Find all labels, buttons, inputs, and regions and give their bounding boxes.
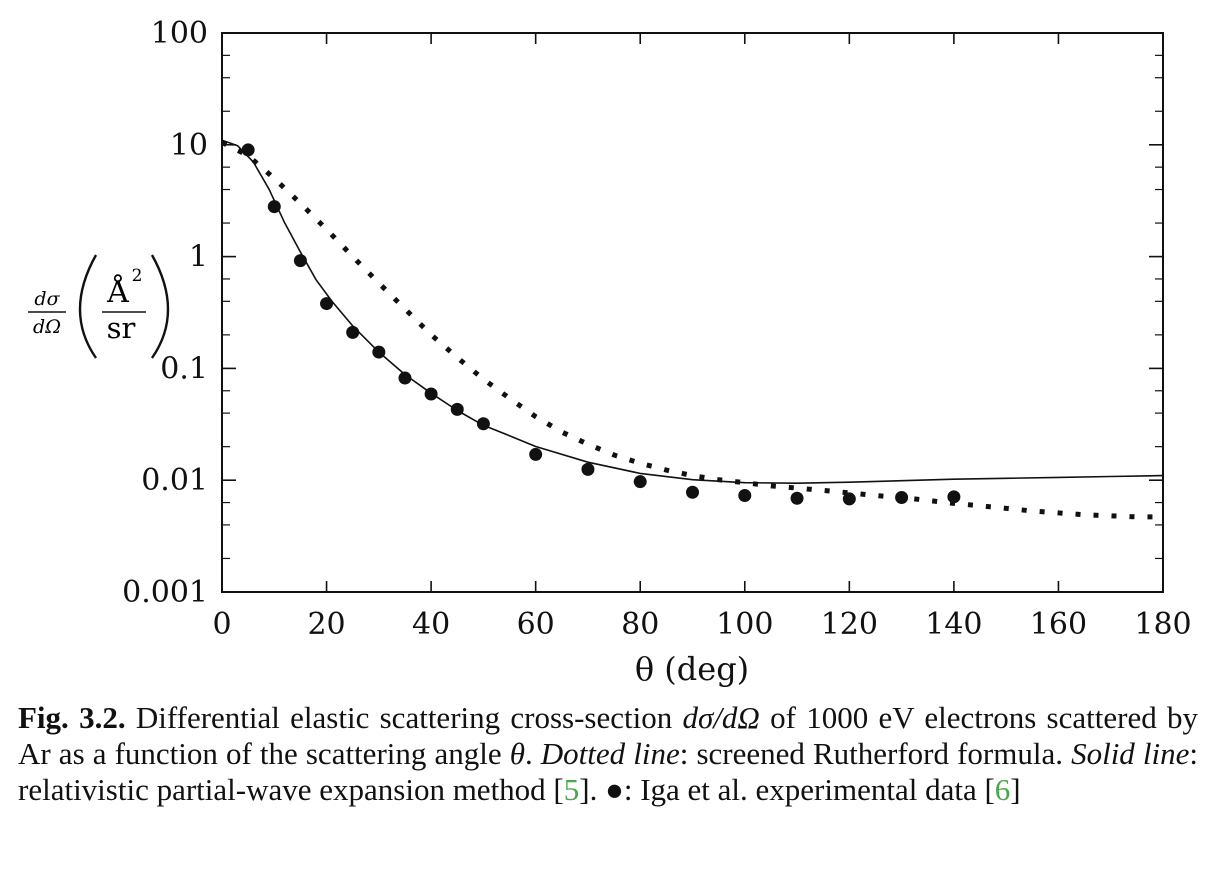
y-label-unit-sup: 2 bbox=[132, 266, 143, 286]
scattering-chart: 0 20 40 60 80 100 120 140 160 180 0.001 0.01 0.1 1 10 1… bbox=[28, 16, 1192, 688]
chart-axes bbox=[221, 32, 1164, 593]
data-point bbox=[450, 402, 464, 416]
y-label-frac-num: dσ bbox=[34, 288, 60, 310]
caption-dotted-label: Dotted line bbox=[540, 736, 680, 771]
data-point bbox=[842, 492, 856, 506]
data-point bbox=[267, 200, 281, 214]
x-tick-label: 100 bbox=[716, 607, 773, 642]
x-axis-label: θ (deg) bbox=[635, 650, 749, 688]
plot-frame bbox=[221, 32, 1164, 593]
labels-layer: 0 20 40 60 80 100 120 140 160 180 0.001 0.01 0.1 1 10 1… bbox=[122, 16, 1192, 642]
y-label-frac-den: dΩ bbox=[33, 316, 61, 338]
data-point bbox=[346, 325, 360, 339]
caption-math-theta: θ bbox=[509, 736, 525, 771]
dotted-line-series bbox=[220, 140, 1163, 520]
x-tick-label: 140 bbox=[925, 607, 982, 642]
caption-text-4: : screened Rutherford formula. bbox=[679, 736, 1072, 771]
data-point bbox=[895, 491, 909, 505]
y-label-unit-den: sr bbox=[107, 311, 136, 345]
data-point bbox=[581, 462, 595, 476]
left-paren bbox=[78, 254, 98, 359]
caption-text-8: ] bbox=[1010, 772, 1021, 807]
data-point bbox=[947, 490, 961, 504]
x-tick-label: 120 bbox=[821, 607, 878, 642]
caption-text-6: ]. bbox=[579, 772, 606, 807]
data-point bbox=[476, 417, 490, 431]
caption-math-dsigma: dσ/dΩ bbox=[682, 700, 760, 735]
x-tick-label: 20 bbox=[307, 607, 345, 642]
figure-label: Fig. 3.2. bbox=[18, 700, 126, 735]
x-tick-label: 40 bbox=[412, 607, 450, 642]
figure-caption: Fig. 3.2. Differential elastic scatterin… bbox=[18, 700, 1198, 808]
bullet-marker-icon: ● bbox=[605, 772, 624, 807]
y-tick-label: 1 bbox=[189, 240, 208, 275]
series-layer bbox=[220, 139, 1164, 520]
y-tick-label: 0.001 bbox=[122, 575, 208, 610]
caption-solid-label: Solid line bbox=[1071, 736, 1190, 771]
data-point bbox=[241, 143, 255, 157]
y-tick-label: 0.1 bbox=[160, 351, 208, 386]
data-point bbox=[529, 447, 543, 461]
x-tick-label: 180 bbox=[1134, 607, 1191, 642]
solid-line-series bbox=[221, 139, 1164, 484]
data-point bbox=[293, 254, 307, 268]
data-point bbox=[424, 387, 438, 401]
reference-link-6[interactable]: 6 bbox=[994, 772, 1011, 807]
reference-link-5[interactable]: 5 bbox=[563, 772, 580, 807]
caption-text-2: of 1000 eV electrons scattered by Ar as … bbox=[18, 700, 1198, 771]
caption-text-3: . bbox=[524, 736, 541, 771]
x-tick-label: 80 bbox=[621, 607, 659, 642]
data-point bbox=[320, 297, 334, 311]
y-tick-label: 0.01 bbox=[141, 463, 208, 498]
data-point bbox=[738, 488, 752, 502]
caption-text-7: : Iga et al. experimental data [ bbox=[623, 772, 995, 807]
right-paren bbox=[150, 254, 170, 359]
y-tick-label: 100 bbox=[151, 16, 208, 51]
y-tick-label: 10 bbox=[170, 128, 208, 163]
y-label-unit-num: Å bbox=[106, 274, 129, 310]
data-point bbox=[633, 475, 647, 489]
caption-text-1: Differential elastic scattering cross-se… bbox=[125, 700, 683, 735]
data-point bbox=[790, 491, 804, 505]
caption-text-5: : relativistic partial-wave expansion me… bbox=[18, 736, 1199, 807]
y-axis-label: dσ dΩ Å 2 sr bbox=[28, 254, 170, 359]
x-tick-label: 60 bbox=[517, 607, 555, 642]
data-point bbox=[686, 485, 699, 499]
data-point bbox=[398, 371, 412, 385]
x-tick-label: 0 bbox=[212, 607, 231, 642]
x-tick-label: 160 bbox=[1030, 607, 1087, 642]
data-point bbox=[372, 345, 386, 359]
